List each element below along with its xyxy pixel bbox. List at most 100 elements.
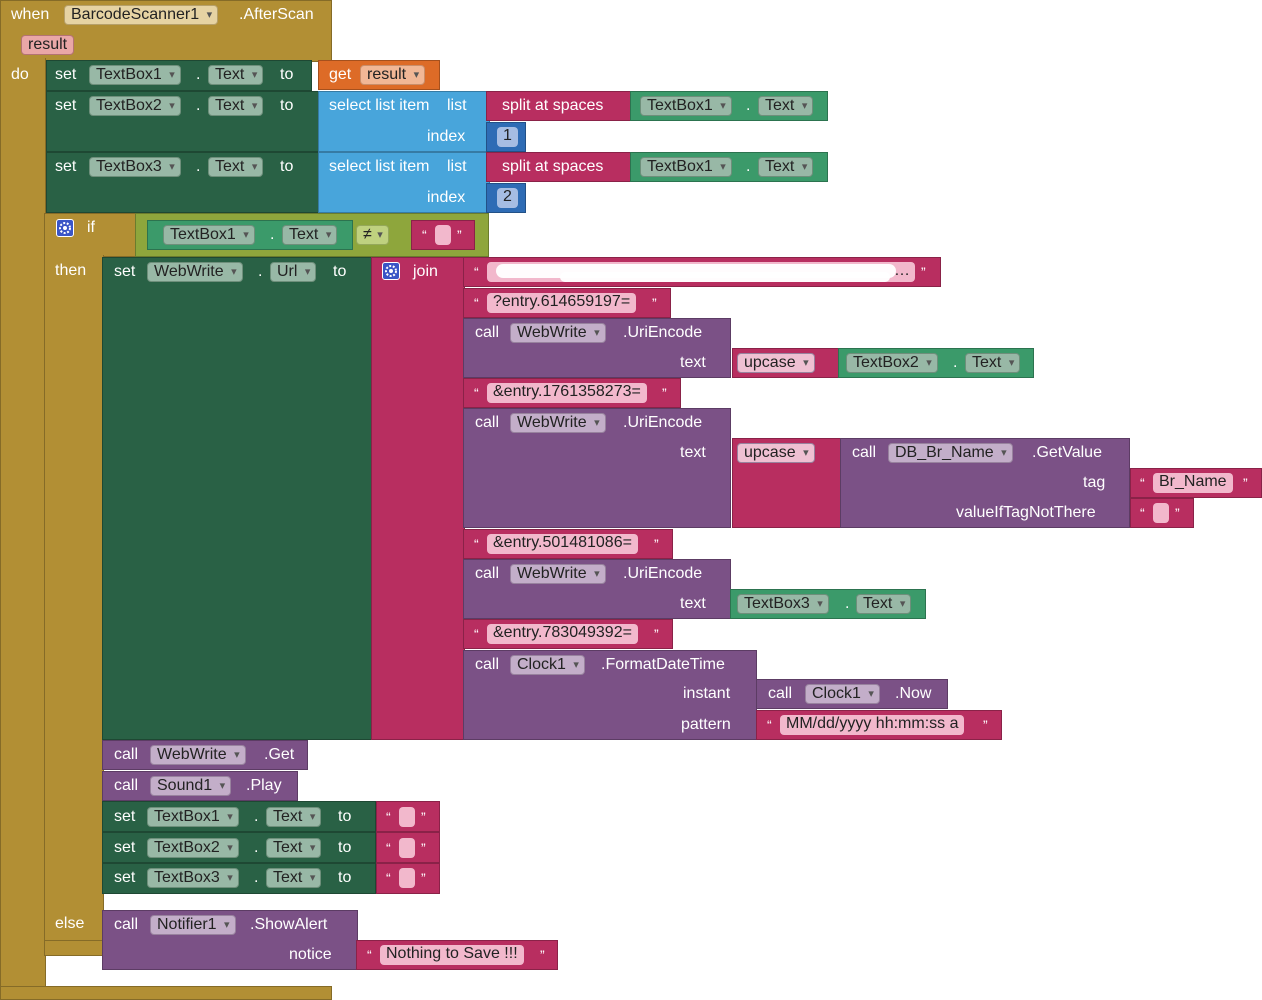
- when-keyword: when: [11, 6, 50, 23]
- property-dropdown-text[interactable]: Text: [282, 225, 338, 245]
- property-dropdown-text[interactable]: Text: [266, 838, 322, 858]
- component-dropdown-textbox3[interactable]: TextBox3: [737, 594, 829, 614]
- set-textbox3-clear-block[interactable]: [102, 863, 376, 894]
- component-dropdown-barcodescanner[interactable]: BarcodeScanner1: [64, 5, 219, 25]
- component-dropdown-notifier1[interactable]: Notifier1: [150, 915, 236, 935]
- component-dropdown-textbox1[interactable]: TextBox1: [163, 225, 255, 245]
- operator-dropdown-neq[interactable]: ≠: [356, 225, 389, 245]
- property-dropdown-text[interactable]: Text: [266, 807, 322, 827]
- select-list-item-block[interactable]: [318, 152, 490, 213]
- notice-arg-label: notice: [289, 946, 332, 963]
- gear-icon[interactable]: [56, 219, 74, 237]
- upcase-dropdown[interactable]: upcase: [737, 443, 815, 463]
- property-dropdown-text[interactable]: Text: [856, 594, 912, 614]
- component-dropdown-clock1[interactable]: Clock1: [805, 684, 880, 704]
- join-block[interactable]: [371, 257, 465, 740]
- set-textbox3-block[interactable]: [46, 152, 320, 213]
- component-dropdown-textbox1[interactable]: TextBox1: [89, 65, 181, 85]
- component-dropdown-db-br-name[interactable]: DB_Br_Name: [888, 443, 1013, 463]
- method-name: .FormatDateTime: [601, 656, 725, 673]
- component-dropdown-textbox2[interactable]: TextBox2: [147, 838, 239, 858]
- text-arg-label: text: [680, 595, 706, 612]
- set-textbox1-clear-block[interactable]: [102, 801, 376, 832]
- split-at-spaces-block[interactable]: [486, 152, 634, 182]
- component-dropdown-textbox3[interactable]: TextBox3: [147, 868, 239, 888]
- list-label: list: [447, 158, 467, 175]
- set-keyword: set: [114, 869, 136, 886]
- method-name: .Now: [895, 685, 932, 702]
- component-dropdown-textbox2[interactable]: TextBox2: [89, 96, 181, 116]
- component-dropdown-webwrite[interactable]: WebWrite: [147, 262, 243, 282]
- ellipsis: …: [894, 262, 910, 279]
- open-quote-icon: “: [386, 840, 391, 856]
- property-dropdown-text[interactable]: Text: [758, 96, 814, 116]
- component-dropdown-textbox1[interactable]: TextBox1: [147, 807, 239, 827]
- gear-icon[interactable]: [382, 262, 400, 280]
- set-webwrite-url-block[interactable]: [102, 257, 372, 740]
- text-value-empty[interactable]: [399, 838, 415, 858]
- call-keyword: call: [114, 777, 139, 794]
- component-dropdown-textbox2[interactable]: TextBox2: [846, 353, 938, 373]
- method-name: .ShowAlert: [250, 916, 328, 933]
- component-dropdown-sound1[interactable]: Sound1: [150, 776, 232, 796]
- split-at-spaces-label: split at spaces: [502, 97, 604, 114]
- text-value-empty[interactable]: [399, 868, 415, 888]
- component-dropdown-webwrite[interactable]: WebWrite: [150, 745, 246, 765]
- property-dropdown-text[interactable]: Text: [208, 96, 264, 116]
- number-value-1[interactable]: 1: [497, 127, 518, 147]
- text-value-notice[interactable]: Nothing to Save !!!: [380, 945, 524, 965]
- component-dropdown-textbox1[interactable]: TextBox1: [640, 157, 732, 177]
- property-dropdown-text[interactable]: Text: [758, 157, 814, 177]
- component-dropdown-webwrite[interactable]: WebWrite: [510, 413, 606, 433]
- component-dropdown-textbox3[interactable]: TextBox3: [89, 157, 181, 177]
- variable-dropdown-result[interactable]: result: [360, 65, 426, 85]
- property-dropdown-text[interactable]: Text: [965, 353, 1021, 373]
- set-textbox2-clear-block[interactable]: [102, 832, 376, 863]
- component-dropdown-webwrite[interactable]: WebWrite: [510, 323, 606, 343]
- close-quote-icon: ”: [421, 840, 426, 856]
- text-value-empty[interactable]: [435, 225, 451, 245]
- text-value-br-name[interactable]: Br_Name: [1153, 473, 1233, 493]
- property-dropdown-text[interactable]: Text: [266, 868, 322, 888]
- to-keyword: to: [333, 263, 347, 280]
- param-result[interactable]: result: [21, 35, 75, 55]
- open-quote-icon: “: [474, 385, 479, 401]
- dot-separator: .: [746, 97, 751, 114]
- else-keyword: else: [55, 915, 85, 932]
- method-name: .UriEncode: [623, 324, 703, 341]
- uriencode-call-block-3[interactable]: [463, 559, 731, 619]
- text-value-empty[interactable]: [1153, 503, 1169, 523]
- split-at-spaces-label: split at spaces: [502, 158, 604, 175]
- select-list-item-block[interactable]: [318, 91, 490, 152]
- component-dropdown-textbox1[interactable]: TextBox1: [640, 96, 732, 116]
- component-dropdown-webwrite[interactable]: WebWrite: [510, 564, 606, 584]
- text-value-empty[interactable]: [399, 807, 415, 827]
- component-dropdown-clock1[interactable]: Clock1: [510, 655, 585, 675]
- to-keyword: to: [338, 839, 352, 856]
- pattern-arg-label: pattern: [681, 716, 731, 733]
- property-dropdown-text[interactable]: Text: [208, 157, 264, 177]
- instant-arg-label: instant: [683, 685, 731, 702]
- call-keyword: call: [475, 565, 500, 582]
- text-value-entry3[interactable]: &entry.501481086=: [487, 534, 638, 554]
- text-arg-label: text: [680, 444, 706, 461]
- property-dropdown-url[interactable]: Url: [270, 262, 317, 282]
- property-dropdown-text[interactable]: Text: [208, 65, 264, 85]
- call-keyword: call: [114, 746, 139, 763]
- text-value-pattern[interactable]: MM/dd/yyyy hh:mm:ss a: [780, 715, 965, 735]
- text-value-entry2[interactable]: &entry.1761358273=: [487, 383, 647, 403]
- set-keyword: set: [114, 808, 136, 825]
- set-keyword: set: [55, 158, 77, 175]
- set-textbox2-block[interactable]: [46, 91, 320, 152]
- number-value-2[interactable]: 2: [497, 188, 518, 208]
- dot-separator: .: [254, 869, 259, 886]
- text-value-entry4[interactable]: &entry.783049392=: [487, 624, 638, 644]
- uriencode-call-block-1[interactable]: [463, 318, 731, 378]
- method-name: .UriEncode: [623, 565, 703, 582]
- open-quote-icon: “: [386, 809, 391, 825]
- close-quote-icon: ”: [921, 264, 926, 280]
- split-at-spaces-block[interactable]: [486, 91, 634, 121]
- upcase-dropdown[interactable]: upcase: [737, 353, 815, 373]
- text-value-entry1[interactable]: ?entry.614659197=: [487, 293, 637, 313]
- call-keyword: call: [475, 414, 500, 431]
